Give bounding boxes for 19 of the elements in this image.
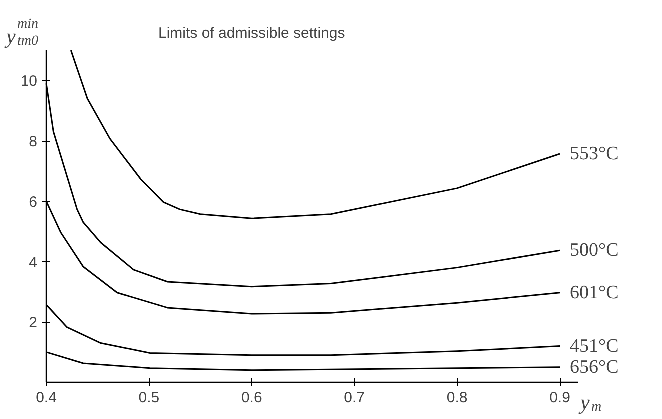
y-tick-label: 4: [29, 254, 38, 272]
x-tick-label: 0.4: [36, 390, 57, 406]
y-tick-label: 6: [29, 194, 38, 211]
y-tick-label: 2: [29, 314, 38, 332]
series-label: 500°C: [570, 240, 619, 262]
x-tick-label: 0.9: [550, 390, 570, 406]
chart-title: Limits of admissible settings: [158, 25, 346, 42]
x-tick-label: 0.6: [241, 390, 262, 406]
series-label: 553°C: [570, 144, 619, 165]
line-series: [70, 50, 561, 220]
x-tick-label: 0.8: [446, 390, 468, 406]
x-tick-label: 0.5: [138, 390, 160, 406]
series-label: 601°C: [570, 282, 619, 304]
x-axis-title: ym: [578, 390, 602, 415]
y-tick-label: 10: [20, 73, 38, 90]
series-label: 656°C: [570, 356, 619, 378]
x-tick-label: 0.7: [344, 390, 366, 406]
series-label: 451°C: [570, 336, 619, 357]
y-tick-label: 8: [29, 134, 38, 151]
